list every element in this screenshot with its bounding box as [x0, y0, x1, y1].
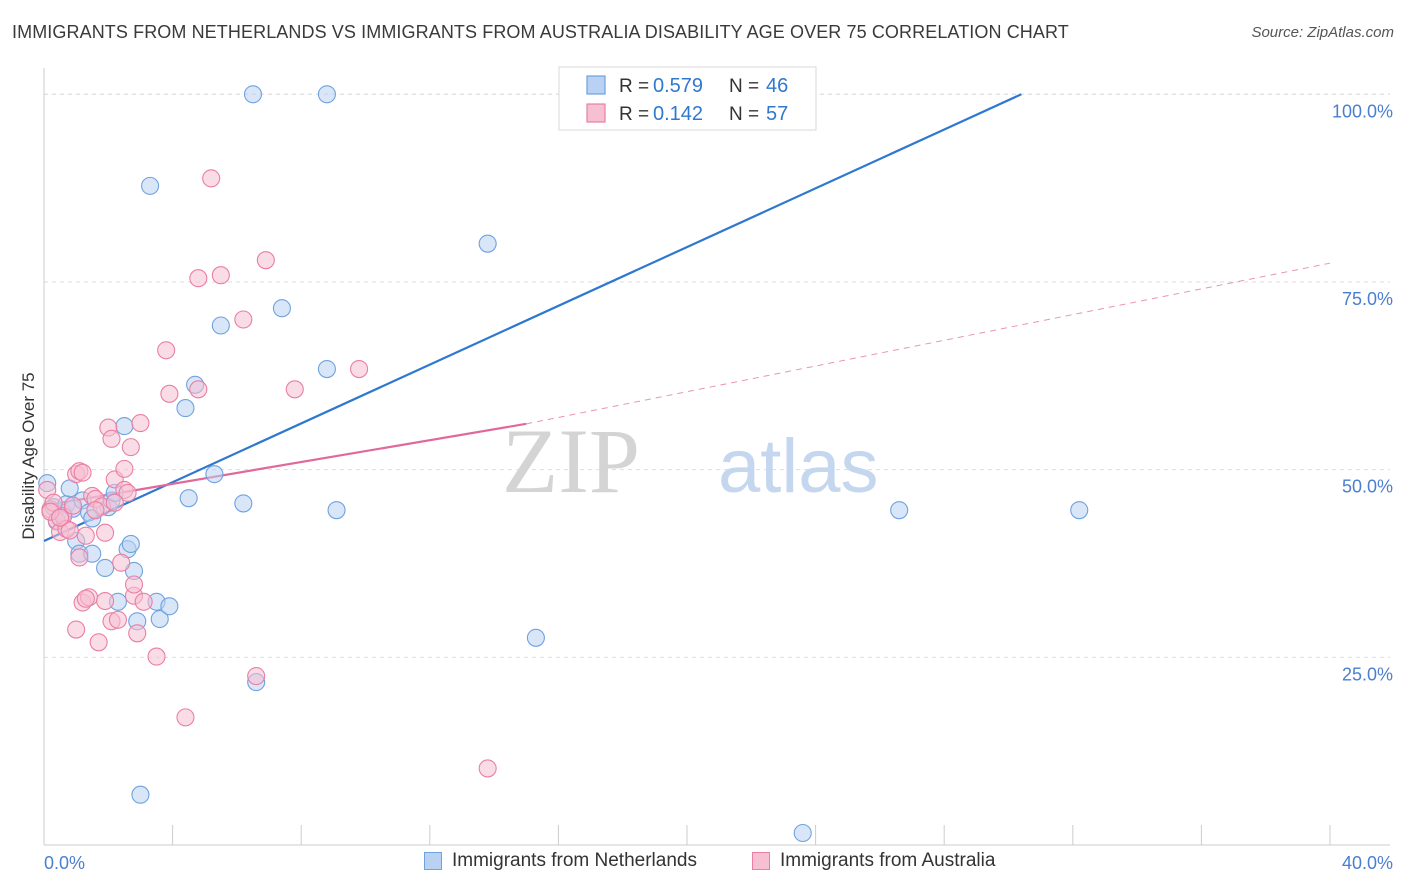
australia-point	[189, 380, 208, 399]
australia-point	[108, 610, 127, 629]
australia-point	[478, 759, 497, 778]
netherlands-point	[211, 316, 230, 335]
netherlands-point	[205, 465, 224, 484]
y-axis-label: Disability Age Over 75	[19, 372, 38, 539]
australia-point	[86, 501, 105, 520]
australia-point	[189, 269, 208, 288]
legend-n-label: N =	[729, 76, 759, 97]
australia-point	[202, 169, 221, 188]
legend-label-australia: Immigrants from Australia	[780, 850, 996, 871]
netherlands-point	[160, 597, 179, 616]
netherlands-point	[179, 489, 198, 508]
chart-title: IMMIGRANTS FROM NETHERLANDS VS IMMIGRANT…	[12, 22, 1069, 42]
netherlands-point	[478, 234, 497, 253]
legend-swatch-pink	[586, 103, 606, 123]
legend-swatch-pink	[752, 852, 770, 870]
data-points	[38, 85, 1089, 843]
svg-text:atlas: atlas	[718, 424, 879, 509]
australia-point	[124, 575, 144, 594]
australia-point	[67, 620, 86, 639]
australia-point	[256, 251, 275, 270]
australia-point	[76, 526, 95, 545]
legend-item-australia: Immigrants from Australia	[752, 850, 995, 872]
netherlands-point	[327, 501, 346, 520]
australia-point	[157, 341, 176, 360]
australia-point	[247, 667, 266, 686]
netherlands-trend-line	[43, 93, 1022, 542]
australia-point	[176, 708, 195, 727]
netherlands-point	[141, 176, 160, 195]
y-tick-label: 25.0%	[1342, 664, 1393, 684]
australia-point	[134, 592, 153, 611]
australia-point	[121, 438, 140, 457]
netherlands-point	[890, 501, 909, 520]
legend-swatch-blue	[586, 75, 606, 95]
australia-point	[89, 633, 108, 652]
netherlands-point	[115, 417, 134, 436]
legend-r-label: R =	[619, 76, 649, 97]
australia-point	[160, 384, 179, 403]
netherlands-point	[150, 609, 169, 629]
australia-point	[102, 429, 121, 448]
netherlands-point	[317, 85, 336, 104]
watermark: ZIP atlas	[502, 410, 879, 512]
australia-point	[285, 380, 304, 399]
australia-point	[112, 553, 131, 572]
netherlands-point	[1070, 501, 1089, 520]
svg-text:ZIP: ZIP	[502, 410, 640, 512]
australia-trend-extension	[526, 262, 1331, 425]
australia-point	[105, 493, 124, 512]
australia-point	[60, 521, 79, 540]
netherlands-point	[317, 359, 336, 379]
australia-point	[350, 359, 369, 379]
axes: 25.0% 50.0% 75.0% 100.0% 0.0% 40.0%	[43, 68, 1393, 873]
australia-point	[76, 589, 95, 608]
australia-point	[131, 414, 150, 433]
y-tick-label: 75.0%	[1342, 289, 1393, 309]
netherlands-point	[272, 299, 291, 318]
source-label: Source: ZipAtlas.com	[1251, 24, 1394, 41]
australia-point	[96, 523, 115, 542]
netherlands-point	[526, 628, 545, 647]
legend-r-value: 0.142	[653, 103, 703, 125]
netherlands-point	[131, 785, 150, 804]
australia-point	[70, 548, 89, 567]
y-tick-label: 50.0%	[1342, 477, 1393, 497]
legend-n-value: 57	[766, 103, 788, 125]
x-tick-label-max: 40.0%	[1342, 853, 1393, 873]
australia-point	[147, 647, 166, 666]
legend-r-label: R =	[619, 104, 649, 125]
netherlands-point	[243, 85, 263, 104]
australia-point	[51, 508, 70, 527]
australia-point	[63, 496, 82, 515]
series-legend: Immigrants from Netherlands Immigrants f…	[0, 850, 1406, 880]
australia-point	[96, 591, 115, 611]
correlation-legend: R = 0.579 N = 46 R = 0.142 N = 57	[558, 66, 817, 131]
y-tick-label: 100.0%	[1332, 101, 1393, 121]
legend-r-value: 0.579	[653, 75, 703, 97]
australia-point	[118, 483, 137, 502]
legend-label-netherlands: Immigrants from Netherlands	[452, 850, 697, 871]
gridlines	[44, 93, 1390, 658]
netherlands-point	[121, 534, 140, 554]
australia-point	[73, 463, 92, 482]
legend-swatch-blue	[424, 852, 442, 870]
legend-item-netherlands: Immigrants from Netherlands	[424, 850, 697, 872]
netherlands-point	[234, 494, 253, 513]
netherlands-point	[96, 558, 115, 578]
australia-point	[115, 459, 134, 478]
netherlands-point	[793, 823, 812, 843]
australia-point	[128, 624, 147, 643]
x-tick-label-min: 0.0%	[44, 853, 85, 873]
australia-point	[211, 266, 230, 285]
legend-n-value: 46	[766, 75, 788, 97]
netherlands-point	[176, 399, 195, 418]
australia-point	[234, 310, 253, 329]
legend-n-label: N =	[729, 104, 759, 125]
